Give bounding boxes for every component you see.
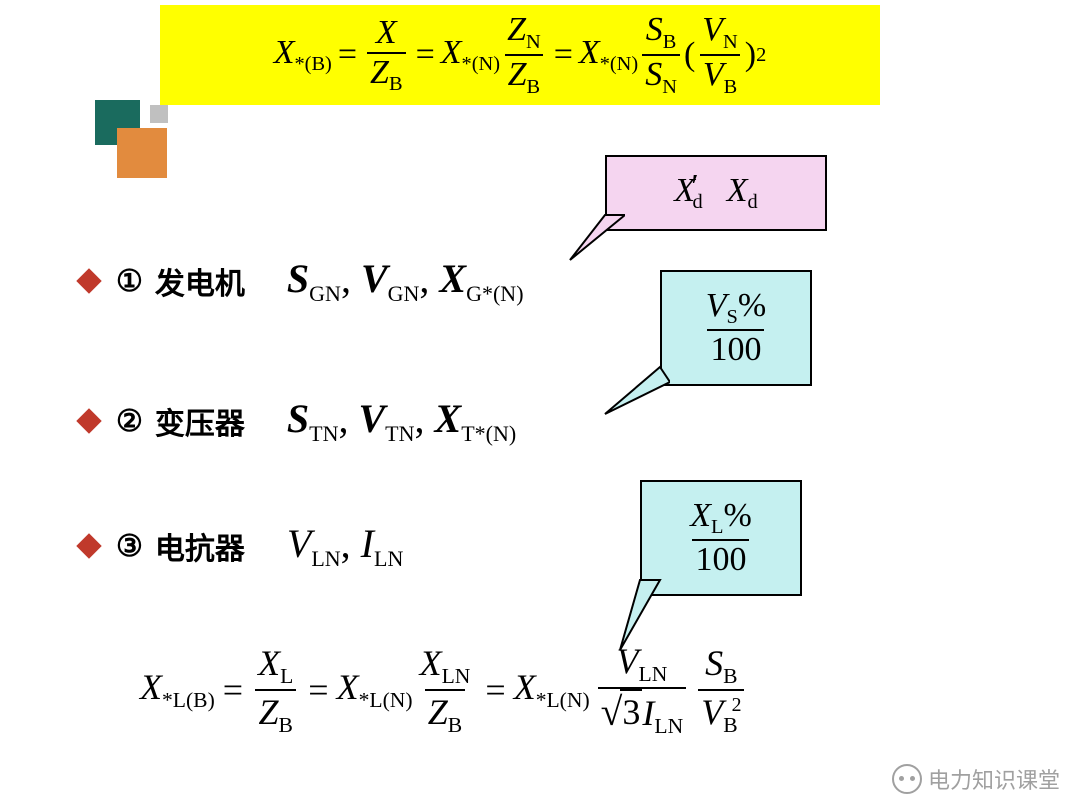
frac-sb-over-sn: SB SN bbox=[642, 11, 680, 99]
coef-xn: X*(N) bbox=[441, 34, 500, 77]
circle-number-3: ③ bbox=[116, 529, 143, 564]
slide: X*(B) = X ZB = X*(N) ZN ZB = X*(N) SB SN… bbox=[0, 0, 1080, 810]
params-transformer: STN, VTN, XT*(N) bbox=[287, 395, 516, 447]
equals: = bbox=[338, 36, 357, 74]
callout-tail-icon bbox=[600, 362, 670, 420]
decorative-squares bbox=[95, 90, 175, 170]
diamond-bullet-icon bbox=[76, 533, 101, 558]
rparen: ) bbox=[745, 36, 756, 74]
frac-zn-over-zb: ZN ZB bbox=[504, 11, 544, 99]
diamond-bullet-icon bbox=[76, 408, 101, 433]
top-formula-highlight: X*(B) = X ZB = X*(N) ZN ZB = X*(N) SB SN… bbox=[160, 5, 880, 105]
circle-number-1: ① bbox=[116, 264, 143, 299]
lparen: ( bbox=[684, 36, 695, 74]
bottom-formula: X*L(B) = XL ZB = X*L(N) XLN ZB = X*L(N) … bbox=[140, 640, 748, 739]
callout-vs-percent: VS% 100 bbox=[660, 270, 812, 386]
wechat-icon bbox=[892, 764, 922, 794]
equals: = bbox=[416, 36, 435, 74]
exponent-2: 2 bbox=[756, 44, 766, 67]
row-reactor: ③ 电抗器 VLN, ILN bbox=[80, 520, 403, 572]
row-transformer: ② 变压器 STN, VTN, XT*(N) bbox=[80, 395, 516, 447]
label-transformer: 变压器 bbox=[155, 399, 245, 443]
label-reactor: 电抗器 bbox=[155, 524, 245, 568]
coef-xn-2: X*(N) bbox=[579, 34, 638, 77]
watermark-text: 电力知识课堂 bbox=[928, 763, 1060, 795]
watermark: 电力知识课堂 bbox=[892, 763, 1060, 795]
frac-vn-over-vb: VN VB bbox=[699, 11, 741, 99]
var-x: X*(B) bbox=[274, 34, 332, 77]
callout-tail-icon bbox=[565, 210, 625, 265]
equals: = bbox=[554, 36, 573, 74]
params-generator: SGN, VGN, XG*(N) bbox=[287, 255, 524, 307]
circle-number-2: ② bbox=[116, 404, 143, 439]
frac-x-over-zb: X ZB bbox=[367, 14, 406, 97]
label-generator: 发电机 bbox=[155, 259, 245, 303]
diamond-bullet-icon bbox=[76, 268, 101, 293]
params-reactor: VLN, ILN bbox=[287, 520, 403, 572]
callout-xd: X′d Xd bbox=[605, 155, 827, 231]
row-generator: ① 发电机 SGN, VGN, XG*(N) bbox=[80, 255, 524, 307]
